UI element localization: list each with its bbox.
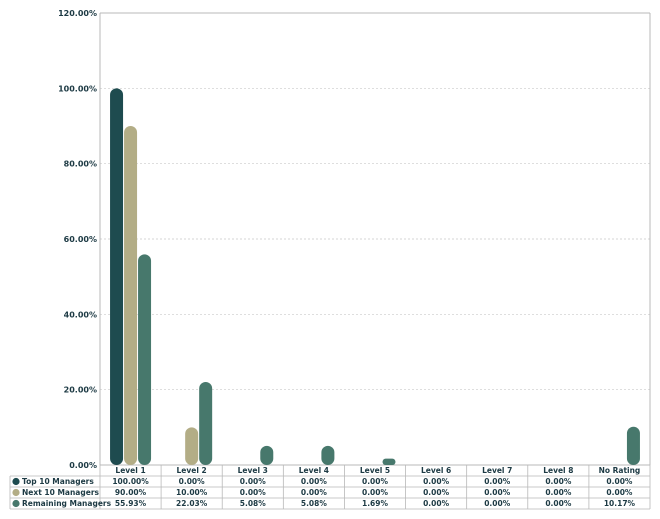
bar [199,382,213,465]
data-table-cell: 0.00% [240,488,267,497]
data-table-cell: 0.00% [545,477,572,486]
data-table-cell: 90.00% [115,488,147,497]
y-tick-label: 20.00% [64,386,97,395]
data-table-cell: 0.00% [240,477,267,486]
data-table-cell: 0.00% [179,477,206,486]
bar [124,126,138,465]
data-table-cell: 0.00% [362,488,389,497]
bar [626,426,640,465]
x-category-label: Level 8 [543,466,573,475]
legend-key [12,477,20,486]
x-category-label: Level 1 [115,466,145,475]
legend-label: Next 10 Managers [22,488,100,497]
legend-key [12,499,20,508]
y-tick-label: 100.00% [58,84,97,93]
data-table-cell: 5.08% [301,499,328,508]
data-table-cell: 0.00% [423,488,450,497]
legend-key [12,488,20,497]
data-table-cell: 0.00% [484,488,511,497]
bar [321,445,335,465]
y-tick-label: 120.00% [58,9,97,18]
data-table-cell: 0.00% [423,499,450,508]
data-table-cell: 0.00% [301,477,328,486]
y-tick-label: 40.00% [64,310,97,319]
x-category-label: Level 2 [177,466,207,475]
y-tick-label: 80.00% [64,160,97,169]
bar [110,88,124,465]
gridlines [99,12,651,466]
data-table-cell: 0.00% [545,488,572,497]
data-table: Level 1 Level 2 Level 3 Level 4 Level 5 Level… [9,465,651,510]
x-category-label: Level 6 [421,466,451,475]
data-table-cell: 5.08% [240,499,267,508]
x-category-label: No Rating [599,466,641,475]
data-table-cell: 10.17% [604,499,636,508]
legend-label: Remaining Managers [22,499,112,508]
data-table-cell: 0.00% [423,477,450,486]
data-table-cell: 0.00% [545,499,572,508]
legend-label: Top 10 Managers [22,477,94,486]
x-category-label: Level 4 [299,466,329,475]
data-table-cell: 1.69% [362,499,389,508]
bar [138,254,152,465]
data-table-cell: 100.00% [112,477,149,486]
data-table-cell: 22.03% [176,499,208,508]
x-category-label: Level 3 [238,466,268,475]
data-table-cell: 0.00% [362,477,389,486]
data-table-cell: 0.00% [301,488,328,497]
data-table-cell: 0.00% [484,477,511,486]
y-tick-label: 60.00% [64,235,97,244]
x-category-label: Level 7 [482,466,512,475]
bar [185,427,199,465]
data-table-cell: 0.00% [606,488,633,497]
bar [260,445,274,465]
y-axis-ticks: 0.00% 20.00% 40.00% 60.00% 80.00% 100.00% 120.… [58,9,97,470]
y-tick-label: 0.00% [69,461,97,470]
bars [110,88,640,465]
data-table-cell: 55.93% [115,499,147,508]
data-table-cell: 0.00% [484,499,511,508]
data-table-cell: 10.00% [176,488,208,497]
data-table-cell: 0.00% [606,477,633,486]
x-category-label: Level 5 [360,466,390,475]
bar [382,458,396,465]
